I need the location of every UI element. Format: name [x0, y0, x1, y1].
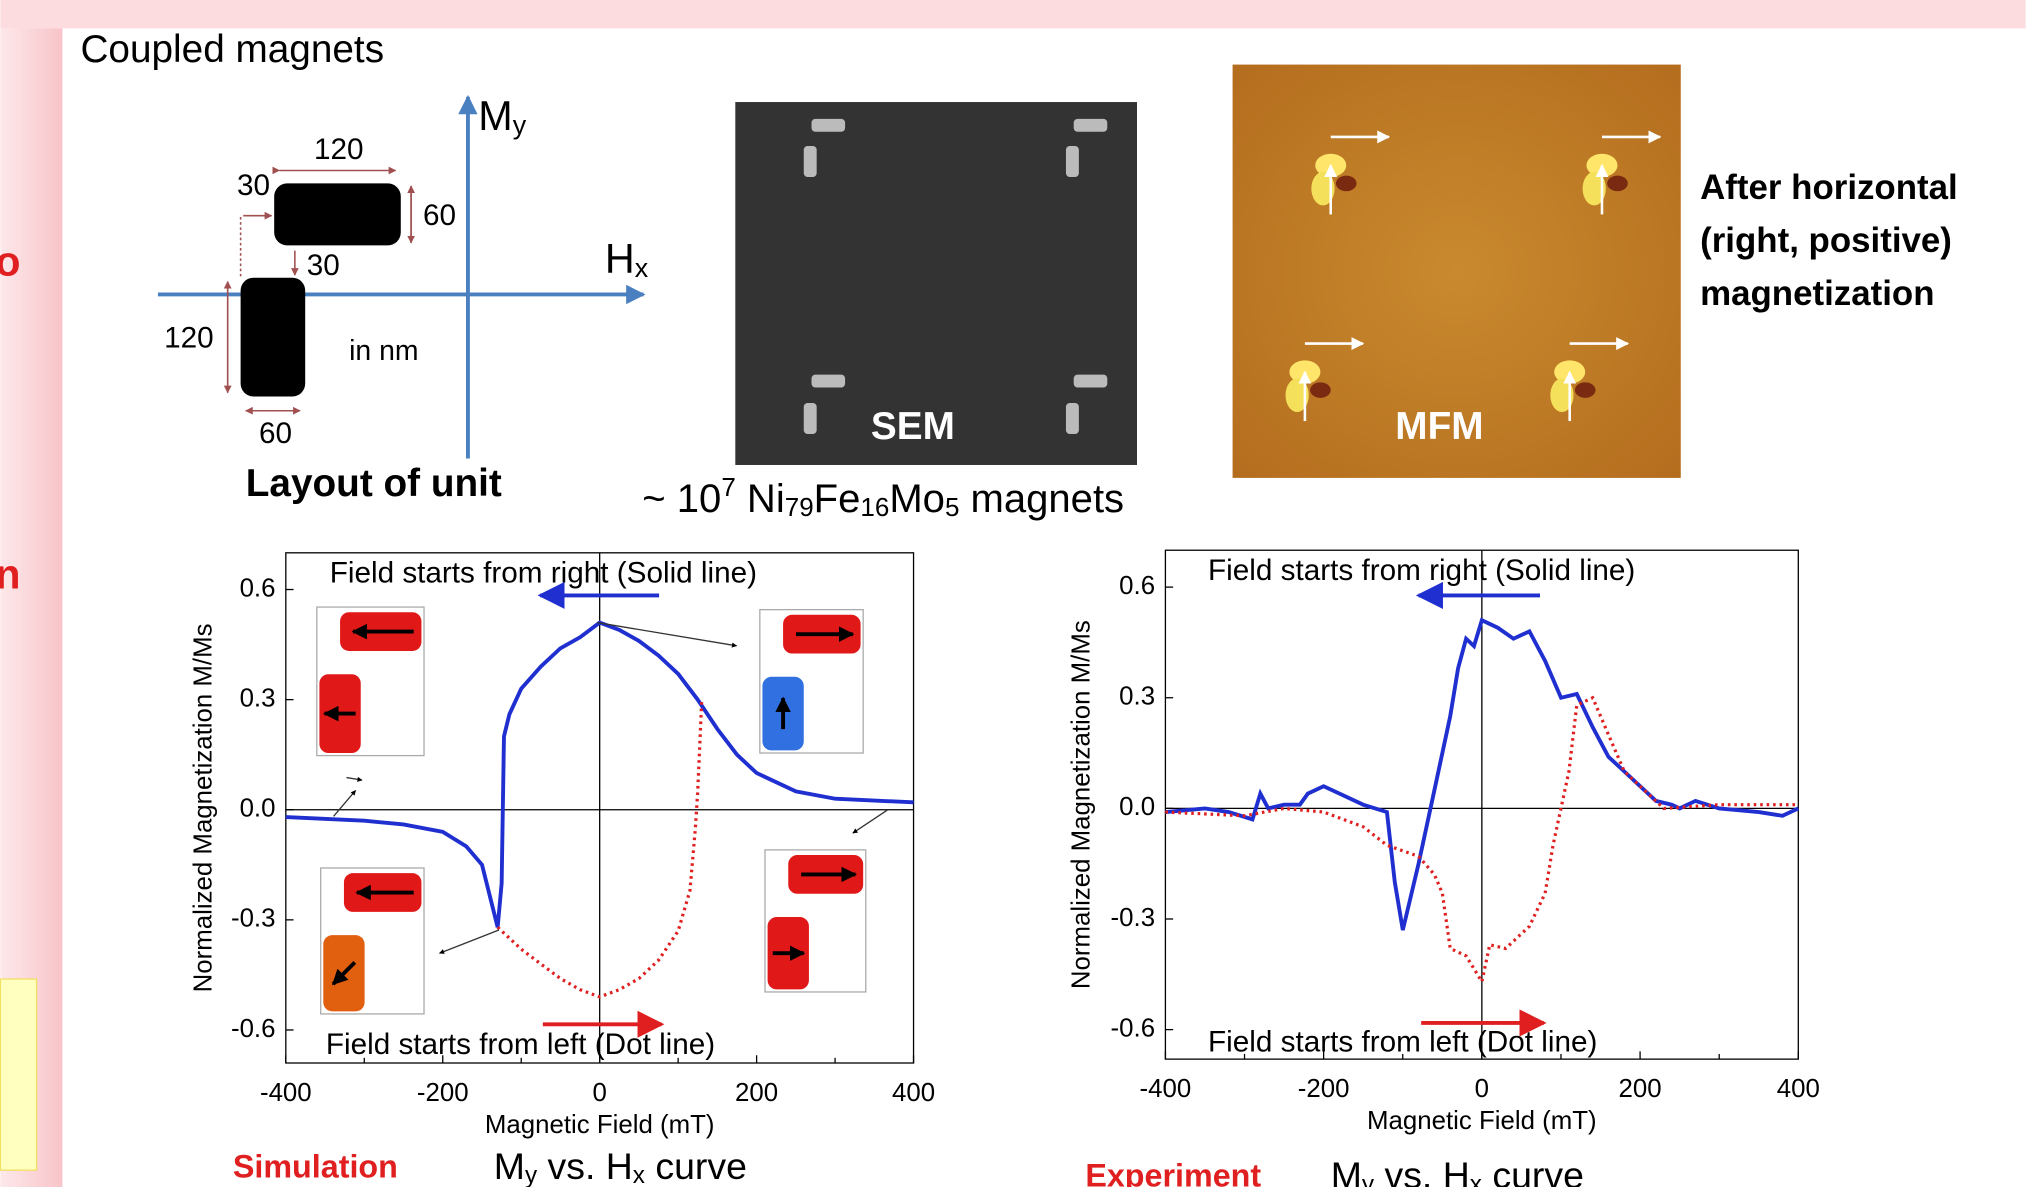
text-part: ~ 10 — [642, 477, 721, 521]
text-part: 5 — [945, 492, 959, 522]
y-tick-label: 0.0 — [1119, 793, 1155, 821]
y-tick-label: -0.3 — [1111, 904, 1156, 932]
text-part: vs. H — [1374, 1154, 1470, 1187]
text-part: M — [494, 1145, 525, 1187]
y-tick-label: 0.0 — [240, 795, 276, 823]
text-part: y — [1362, 1171, 1375, 1187]
x-tick-label: 0 — [592, 1079, 606, 1107]
y-tick-label: -0.3 — [231, 905, 276, 933]
text-part: M — [1331, 1154, 1362, 1187]
side-box — [0, 979, 36, 1170]
text-part: 7 — [721, 472, 735, 502]
y-tick-label: 0.3 — [240, 684, 276, 712]
annotation: Field starts from left (Dot line) — [326, 1028, 715, 1061]
text-part: curve — [645, 1145, 747, 1187]
text-part: x — [1470, 1171, 1482, 1187]
y-axis-label: Normalized Magnetization M/Ms — [189, 623, 217, 992]
mfm-note: (right, positive) — [1700, 221, 1952, 260]
text-part: 16 — [860, 492, 889, 522]
diagram-caption: Layout of unit — [246, 462, 502, 505]
mfm-note: After horizontal — [1700, 168, 1958, 207]
mfm-blob — [1310, 382, 1331, 397]
slide-title: Coupled magnets — [80, 28, 384, 71]
top-band — [0, 0, 2025, 28]
text-part: curve — [1482, 1154, 1584, 1187]
text-part: H — [605, 236, 635, 282]
annotation: Field starts from right (Solid line) — [330, 557, 757, 590]
slide: o n Coupled magnets SEM — [0, 0, 2026, 1187]
text-part: magnets — [959, 477, 1124, 521]
x-tick-label: -200 — [417, 1079, 469, 1107]
dimension-label: 120 — [164, 322, 214, 355]
side-fragment: o — [0, 239, 20, 285]
x-axis-label: Magnetic Field (mT) — [485, 1111, 715, 1139]
dimension-label: 60 — [423, 199, 456, 232]
text-part: y — [525, 1162, 538, 1187]
mfm-blob — [1607, 176, 1628, 191]
y-axis-label: Normalized Magnetization M/Ms — [1068, 620, 1096, 989]
x-tick-label: -200 — [1298, 1075, 1350, 1103]
text-part: x — [635, 253, 649, 283]
dimension-label: 30 — [307, 249, 340, 282]
text-part: Ni — [736, 477, 785, 521]
unit-note: in nm — [349, 335, 418, 367]
text-part: vs. H — [537, 1145, 633, 1187]
y-tick-label: -0.6 — [1111, 1014, 1156, 1042]
mfm-note: magnetization — [1700, 274, 1934, 313]
mfm-label: MFM — [1395, 405, 1483, 448]
text-part: 79 — [785, 492, 814, 522]
text-part: Fe — [814, 477, 861, 521]
dimension-label: 30 — [237, 169, 270, 202]
text-part: y — [513, 110, 527, 140]
x-tick-label: 400 — [1777, 1075, 1820, 1103]
x-tick-label: 400 — [892, 1079, 935, 1107]
y-tick-label: 0.6 — [240, 574, 276, 602]
mfm-blob — [1336, 176, 1357, 191]
x-tick-label: -400 — [260, 1079, 312, 1107]
y-tick-label: 0.3 — [1119, 683, 1155, 711]
text-part: M — [478, 93, 512, 139]
text-part: x — [633, 1162, 645, 1187]
annotation: Field starts from right (Solid line) — [1208, 554, 1635, 587]
sem-label: SEM — [871, 405, 955, 448]
x-tick-label: -400 — [1140, 1075, 1192, 1103]
y-tick-label: 0.6 — [1119, 572, 1155, 600]
caption-label: Simulation — [233, 1148, 398, 1184]
caption-label: Experiment — [1085, 1157, 1261, 1187]
annotation: Field starts from left (Dot line) — [1208, 1025, 1597, 1058]
side-fragment: n — [0, 551, 20, 597]
dimension-label: 60 — [259, 417, 292, 450]
text-part: Mo — [889, 477, 945, 521]
y-tick-label: -0.6 — [231, 1015, 276, 1043]
x-tick-label: 200 — [735, 1079, 778, 1107]
dimension-label: 120 — [314, 133, 364, 166]
mfm-blob — [1575, 382, 1596, 397]
x-axis-label: Magnetic Field (mT) — [1367, 1107, 1597, 1135]
x-tick-label: 0 — [1475, 1075, 1489, 1103]
x-tick-label: 200 — [1619, 1075, 1662, 1103]
